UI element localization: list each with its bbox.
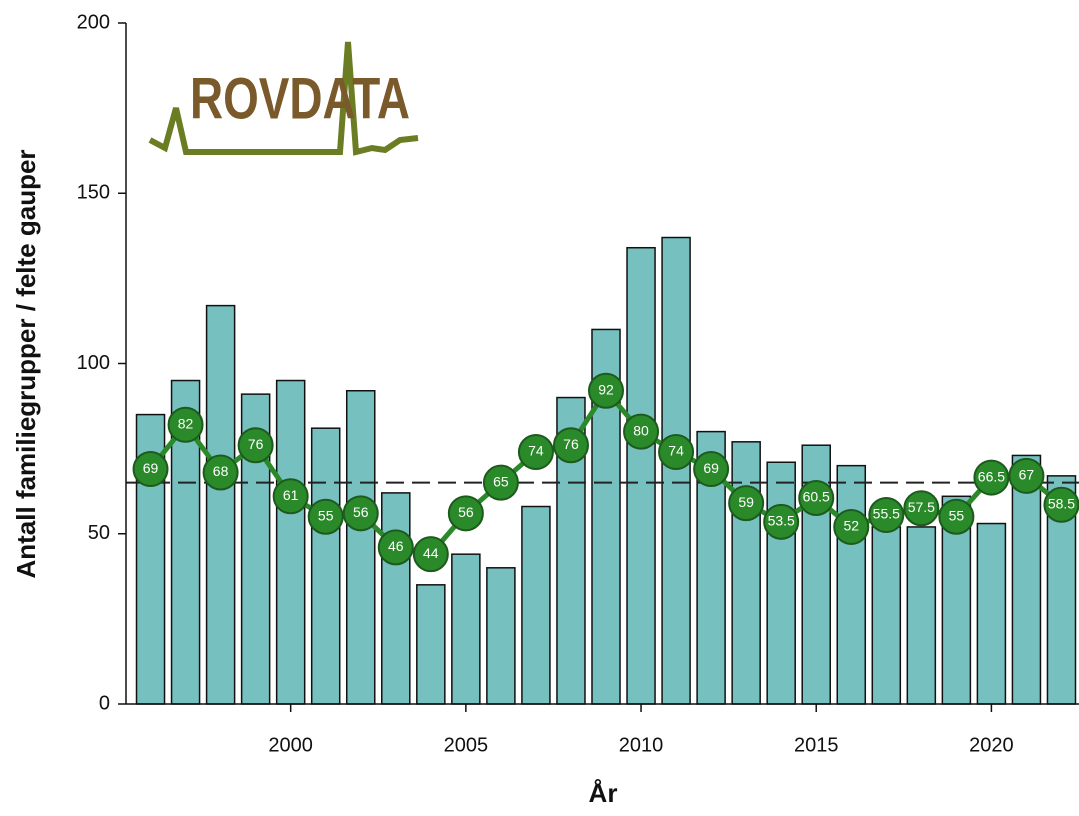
- point-label: 69: [703, 460, 719, 476]
- bar: [766, 461, 796, 705]
- bar: [521, 505, 551, 705]
- bar: [275, 379, 306, 705]
- y-tick-label: 50: [88, 522, 110, 544]
- point: [132, 451, 169, 488]
- point: [868, 497, 905, 534]
- bar: [731, 441, 761, 705]
- bar: [906, 526, 937, 705]
- point: [728, 485, 765, 522]
- x-tick-label: 2020: [969, 734, 1014, 756]
- point: [833, 508, 870, 545]
- x-tick-label: 2005: [444, 734, 489, 756]
- point: [1008, 457, 1045, 494]
- bar: [626, 246, 656, 705]
- x-tick-label: 2015: [794, 734, 839, 756]
- point-label: 53.5: [768, 513, 795, 529]
- bar: [345, 389, 376, 705]
- point: [693, 451, 730, 488]
- point-label: 61: [283, 487, 299, 503]
- point-label: 74: [668, 443, 684, 459]
- logo-text: ROVDATA: [190, 66, 410, 131]
- logo: ROVDATA: [148, 41, 419, 156]
- bar: [416, 584, 446, 705]
- bar: [381, 492, 411, 705]
- point-label: 55: [949, 507, 965, 523]
- point-label: 44: [423, 545, 439, 561]
- point-label: 92: [598, 381, 614, 397]
- point: [377, 529, 414, 566]
- point-label: 52: [843, 518, 859, 534]
- point: [342, 495, 379, 532]
- point-label: 57.5: [908, 499, 935, 515]
- point: [588, 372, 625, 409]
- point: [517, 434, 554, 471]
- y-tick-label: 0: [99, 692, 110, 714]
- point: [447, 495, 484, 532]
- bar: [205, 304, 236, 705]
- point-label: 82: [178, 415, 194, 431]
- point-label: 76: [248, 436, 264, 452]
- point: [903, 490, 940, 527]
- point: [763, 503, 800, 540]
- point-label: 66.5: [978, 468, 1005, 484]
- x-axis-title: År: [589, 778, 618, 808]
- y-axis-title: Antall familiegrupper / felte gauper: [11, 149, 41, 578]
- point-label: 67: [1019, 467, 1035, 483]
- logo-graphic: [148, 41, 419, 156]
- bar: [1011, 454, 1042, 705]
- point-label: 65: [493, 473, 509, 489]
- point-label: 56: [353, 504, 369, 520]
- point: [307, 498, 344, 535]
- y-tick-label: 150: [77, 182, 110, 204]
- point-label: 55: [318, 507, 334, 523]
- x-tick-label: 2000: [268, 734, 313, 756]
- point: [482, 464, 519, 501]
- point: [412, 536, 449, 573]
- point: [1043, 486, 1079, 523]
- y-tick-label: 100: [77, 352, 110, 374]
- bar: [451, 553, 481, 705]
- point-label: 80: [633, 422, 649, 438]
- bar: [486, 567, 516, 705]
- point-label: 56: [458, 504, 474, 520]
- point-label: 69: [143, 460, 159, 476]
- point: [938, 498, 975, 535]
- point-label: 76: [563, 436, 579, 452]
- point: [237, 427, 274, 464]
- point: [552, 427, 589, 464]
- bar: [661, 236, 691, 705]
- x-tick-label: 2010: [619, 734, 664, 756]
- y-tick-label: 200: [77, 11, 110, 33]
- point-label: 59: [738, 494, 754, 510]
- point: [167, 406, 204, 443]
- point-label: 60.5: [803, 489, 830, 505]
- bar: [871, 526, 902, 705]
- point: [973, 459, 1010, 496]
- point-label: 68: [213, 463, 229, 479]
- point: [798, 479, 835, 516]
- bar: [310, 427, 341, 705]
- point-label: 74: [528, 443, 544, 459]
- point-label: 55.5: [873, 506, 900, 522]
- point-label: 58.5: [1048, 496, 1075, 512]
- point: [272, 478, 309, 515]
- point: [623, 413, 660, 450]
- bar: [976, 522, 1007, 705]
- point: [202, 454, 239, 491]
- point-label: 46: [388, 538, 404, 554]
- point: [658, 434, 695, 471]
- bar: [836, 464, 867, 705]
